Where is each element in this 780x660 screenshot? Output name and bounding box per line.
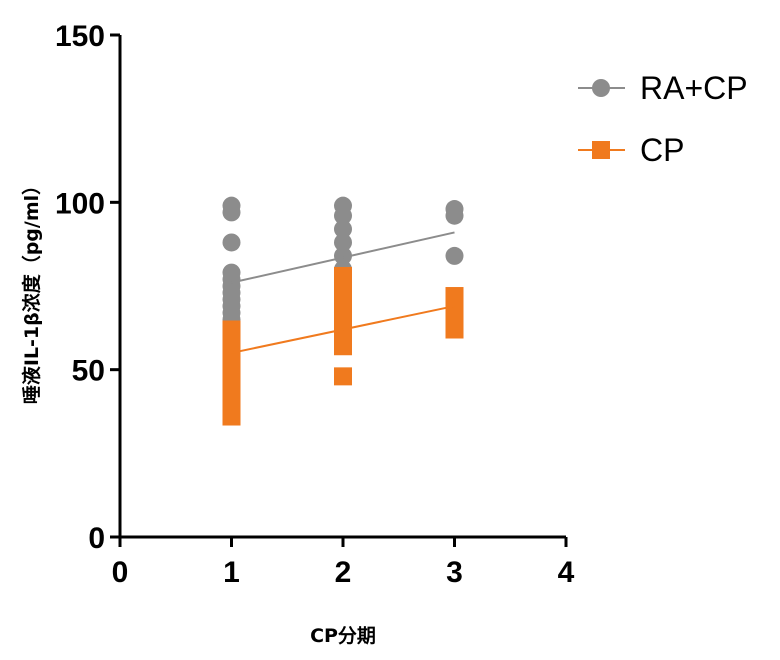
y-tick-label: 100: [55, 187, 105, 220]
data-point: [334, 206, 352, 225]
legend: RA+CP CP: [578, 70, 748, 168]
x-tick-label: 0: [112, 556, 129, 589]
x-tick-label: 3: [446, 556, 463, 589]
legend-marker: [592, 79, 610, 97]
data-point: [334, 337, 352, 356]
series-ra-cp: [222, 196, 464, 342]
data-point: [445, 206, 464, 225]
legend-marker: [592, 141, 610, 159]
x-tick-label: 1: [223, 556, 240, 589]
trend-line: [231, 305, 455, 354]
data-point: [222, 233, 241, 252]
series-cp: [222, 266, 464, 426]
y-tick-label: 150: [55, 20, 105, 53]
legend-item: CP: [578, 132, 684, 168]
x-ticks: 0 1 2 3 4: [112, 537, 575, 589]
legend-label: CP: [640, 132, 684, 168]
data-point: [445, 320, 464, 339]
data-point: [334, 367, 352, 386]
legend-label: RA+CP: [640, 70, 748, 106]
series-layer: [222, 196, 464, 426]
data-point: [334, 233, 352, 252]
data-point: [445, 246, 464, 265]
trend-line: [231, 231, 455, 284]
y-tick-label: 0: [88, 522, 105, 555]
y-tick-label: 50: [72, 355, 105, 388]
x-tick-label: 4: [558, 556, 575, 589]
legend-item: RA+CP: [578, 70, 748, 106]
x-tick-label: 2: [335, 556, 352, 589]
y-axis-title: 唾液IL-1β浓度（pg/ml）: [20, 176, 43, 404]
plot-area: 0 1 2 3 4 0 50 100 150: [55, 20, 575, 589]
data-point: [222, 203, 241, 222]
x-axis-title: CP分期: [310, 625, 376, 647]
y-ticks: 0 50 100 150: [55, 20, 120, 555]
data-point: [334, 246, 352, 265]
data-point: [334, 220, 352, 239]
data-point: [222, 407, 241, 426]
